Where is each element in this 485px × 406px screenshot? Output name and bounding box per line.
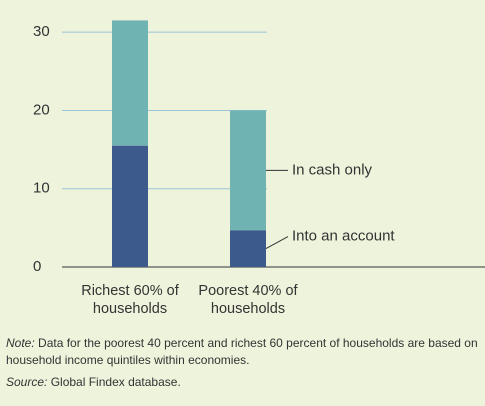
bar-segment [230,230,266,267]
legend-label: Into an account [292,228,395,245]
source-text: Global Findex database. [50,375,181,389]
bar-segment [230,110,266,231]
note-text: Data for the poorest 40 percent and rich… [6,336,478,367]
note-label: Note: [6,336,35,350]
y-tick-label: 0 [33,258,41,275]
y-tick-label: 10 [33,180,50,197]
x-tick-label: Poorest 40% of households [198,283,298,317]
leader-line [265,236,289,250]
bar-segment [112,145,148,267]
x-tick-label: Richest 60% of households [81,283,179,317]
source: Source: Global Findex database. [6,374,485,391]
y-tick-label: 30 [33,23,50,40]
bar-segment [112,20,148,146]
y-tick-label: 20 [33,101,50,118]
source-label: Source: [6,375,48,389]
legend-label: In cash only [292,161,373,178]
note: Note: Data for the poorest 40 percent an… [6,335,485,369]
